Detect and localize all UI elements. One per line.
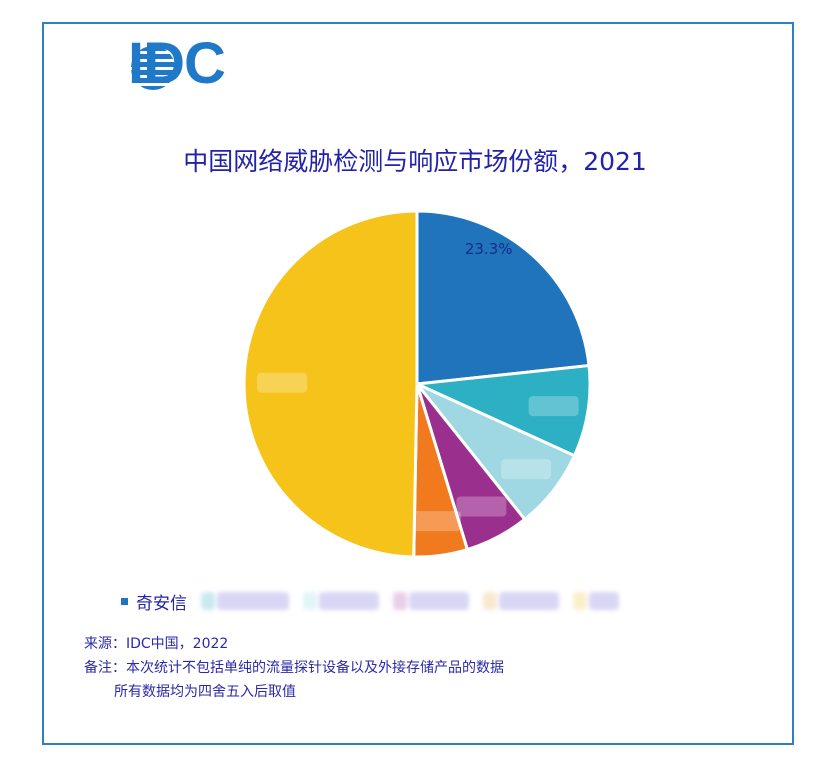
legend-swatch	[121, 597, 128, 605]
legend-item	[201, 592, 289, 610]
remark-note-2: 所有数据均为四舍五入后取值	[114, 684, 296, 700]
legend-item	[573, 592, 619, 610]
legend-item	[483, 592, 559, 610]
legend-item: 奇安信	[121, 589, 187, 614]
legend-label-redacted	[409, 592, 469, 610]
legend-item	[303, 592, 379, 610]
legend-label-redacted	[499, 592, 559, 610]
source-note: 来源：IDC中国，2022	[84, 636, 229, 652]
idc-logo-icon	[131, 46, 175, 90]
redacted-label	[528, 396, 579, 417]
redacted-label	[456, 496, 507, 517]
pie-slice	[411, 363, 592, 458]
slice-value-label: 23.3%	[465, 240, 513, 258]
legend-label-redacted	[319, 592, 379, 610]
legend-swatch	[483, 592, 497, 610]
legend-swatch	[303, 592, 317, 610]
legend-label: 奇安信	[136, 593, 187, 614]
legend-item	[393, 592, 469, 610]
legend-swatch	[573, 592, 587, 610]
legend-label-redacted	[217, 592, 289, 610]
chart-title: 中国网络威胁检测与响应市场份额，2021	[183, 147, 647, 176]
idc-logo-text: IDC	[128, 31, 226, 96]
chart-legend: 奇安信	[121, 586, 633, 616]
pie-slice	[415, 209, 591, 386]
redacted-label	[257, 372, 308, 393]
legend-label-redacted	[589, 592, 619, 610]
remark-note: 备注：本次统计不包括单纯的流量探针设备以及外接存储产品的数据	[84, 660, 504, 676]
redacted-label	[411, 511, 462, 532]
legend-swatch	[393, 592, 407, 610]
pie-slice	[242, 209, 419, 559]
legend-swatch	[201, 592, 215, 610]
chart-notes: 来源：IDC中国，2022 备注：本次统计不包括单纯的流量探针设备以及外接存储产…	[84, 632, 504, 704]
redacted-label	[501, 459, 552, 480]
